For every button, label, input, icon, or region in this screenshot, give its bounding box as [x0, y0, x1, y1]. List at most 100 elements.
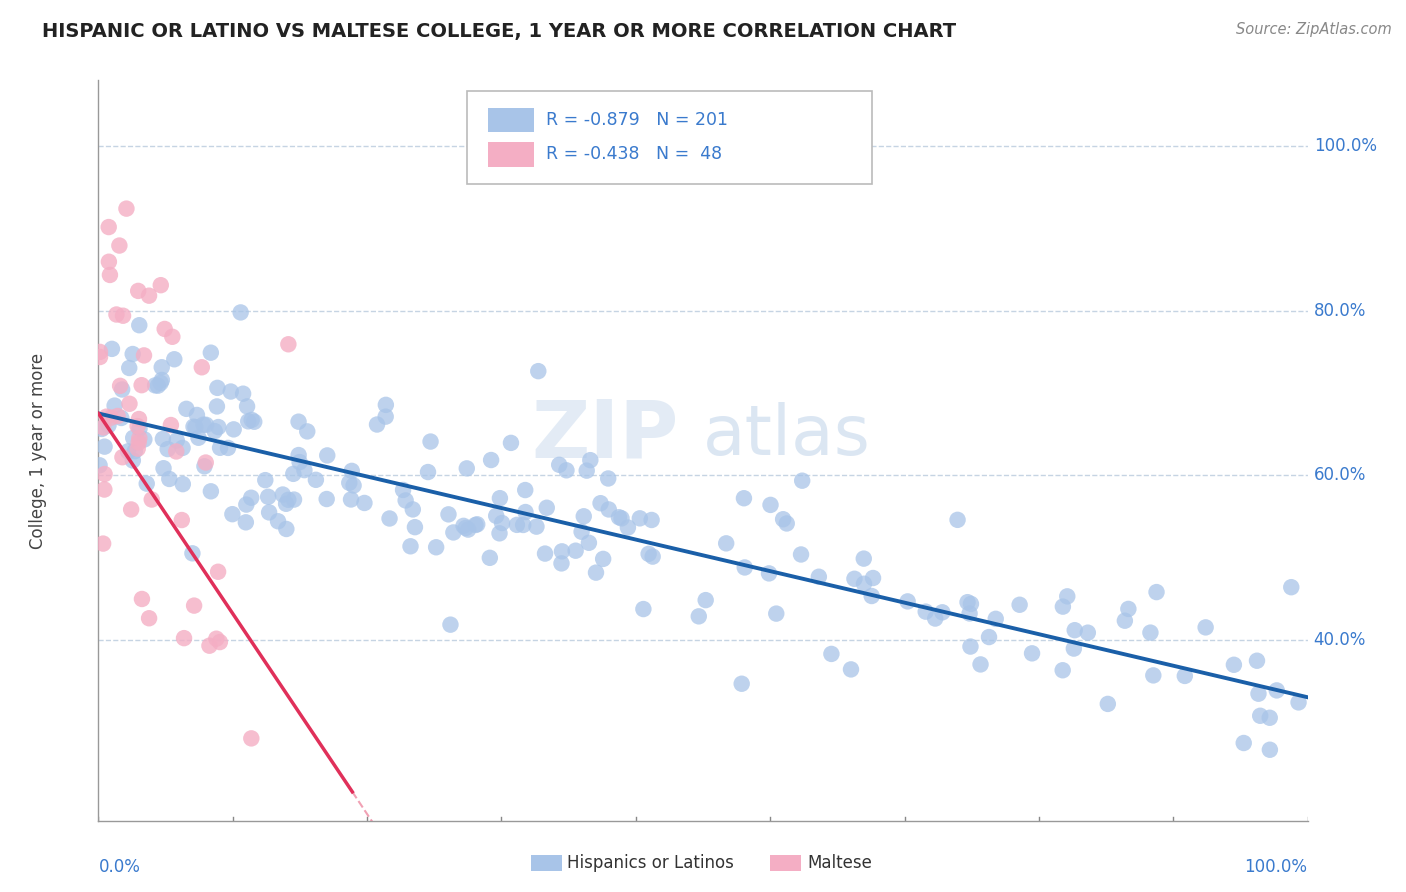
- Point: [150, 373, 173, 387]
- Point: [1246, 654, 1268, 668]
- Text: 80.0%: 80.0%: [1313, 301, 1367, 319]
- Point: [1139, 625, 1161, 640]
- Point: [807, 570, 830, 584]
- Point: [456, 461, 478, 475]
- Point: [146, 378, 169, 392]
- Point: [489, 491, 512, 505]
- Point: [193, 459, 215, 474]
- Point: [526, 519, 548, 533]
- Point: [120, 502, 142, 516]
- Point: [1052, 663, 1074, 677]
- Point: [1063, 641, 1085, 656]
- Point: [254, 473, 277, 487]
- Point: [219, 384, 242, 399]
- Point: [1249, 708, 1271, 723]
- Point: [714, 536, 737, 550]
- Point: [1223, 657, 1246, 672]
- Point: [97, 220, 120, 235]
- Point: [194, 456, 217, 470]
- Point: [959, 607, 981, 621]
- Point: [124, 444, 146, 458]
- Point: [101, 342, 124, 356]
- Point: [132, 348, 155, 362]
- Point: [776, 516, 799, 531]
- Point: [515, 483, 537, 497]
- Point: [1194, 620, 1216, 634]
- Point: [118, 397, 141, 411]
- Text: 40.0%: 40.0%: [1313, 631, 1367, 648]
- Point: [589, 496, 612, 510]
- Point: [240, 731, 263, 746]
- Point: [200, 345, 222, 359]
- Text: 100.0%: 100.0%: [1313, 137, 1376, 155]
- Point: [340, 492, 363, 507]
- Point: [222, 422, 245, 436]
- Point: [127, 284, 149, 298]
- Point: [243, 415, 266, 429]
- Point: [441, 525, 464, 540]
- Point: [257, 490, 280, 504]
- Point: [236, 400, 259, 414]
- Point: [844, 572, 866, 586]
- Point: [229, 305, 252, 319]
- Text: R = -0.438   N =  48: R = -0.438 N = 48: [546, 145, 721, 163]
- Point: [1258, 743, 1281, 757]
- Point: [637, 547, 659, 561]
- Point: [550, 557, 572, 571]
- Point: [640, 513, 662, 527]
- Point: [181, 546, 204, 560]
- Text: R = -0.879   N = 201: R = -0.879 N = 201: [546, 111, 728, 128]
- Point: [89, 458, 111, 473]
- Point: [91, 536, 114, 550]
- Point: [419, 434, 441, 449]
- Point: [173, 631, 195, 645]
- Point: [118, 361, 141, 376]
- Point: [150, 360, 173, 375]
- Point: [931, 605, 953, 619]
- Point: [924, 611, 946, 625]
- Point: [765, 607, 787, 621]
- Point: [1063, 623, 1085, 637]
- Point: [93, 440, 115, 454]
- Point: [108, 379, 131, 393]
- Point: [195, 417, 218, 432]
- Point: [127, 419, 149, 434]
- Point: [571, 524, 593, 539]
- Point: [104, 399, 127, 413]
- Point: [152, 432, 174, 446]
- Point: [598, 502, 620, 516]
- Point: [485, 508, 508, 523]
- Point: [277, 337, 299, 351]
- Point: [862, 571, 884, 585]
- Point: [1288, 695, 1310, 709]
- Point: [209, 441, 232, 455]
- Point: [478, 550, 501, 565]
- Point: [207, 565, 229, 579]
- Point: [156, 442, 179, 456]
- Point: [853, 576, 876, 591]
- Point: [93, 467, 115, 481]
- Point: [437, 508, 460, 522]
- Point: [1021, 646, 1043, 660]
- Point: [1174, 669, 1197, 683]
- Point: [257, 505, 280, 519]
- Point: [111, 450, 134, 465]
- Point: [143, 378, 166, 392]
- Point: [607, 510, 630, 524]
- Point: [860, 589, 883, 603]
- Point: [617, 520, 640, 534]
- Point: [98, 268, 121, 282]
- Point: [404, 520, 426, 534]
- Point: [240, 491, 263, 505]
- Point: [105, 308, 128, 322]
- Point: [221, 507, 243, 521]
- Point: [117, 444, 139, 458]
- Point: [152, 461, 174, 475]
- Point: [165, 444, 187, 458]
- Point: [759, 498, 782, 512]
- Point: [464, 518, 486, 533]
- Point: [235, 516, 257, 530]
- Point: [378, 511, 401, 525]
- Point: [187, 431, 209, 445]
- Point: [499, 436, 522, 450]
